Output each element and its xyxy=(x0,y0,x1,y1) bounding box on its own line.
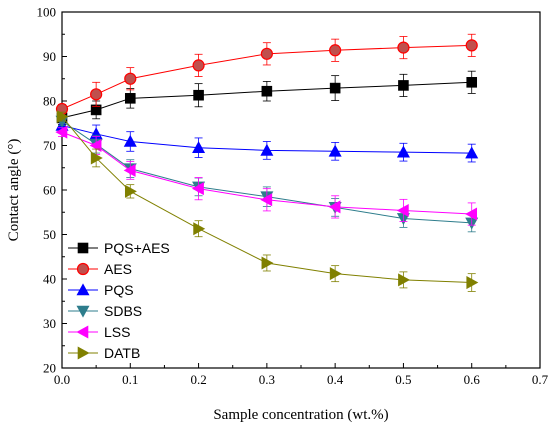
series-aes xyxy=(55,33,478,116)
legend-marker xyxy=(76,262,90,276)
x-tick-label: 0.1 xyxy=(122,372,138,387)
data-point xyxy=(465,39,478,52)
data-point xyxy=(329,44,342,57)
x-axis-title: Sample concentration (wt.%) xyxy=(213,407,388,423)
legend-label: PQS+AES xyxy=(104,240,170,256)
axes: 0.0 0.1 0.2 0.3 0.4 0.5 0.6 0.7 20 30 40 50 60 70 80 90… xyxy=(37,5,549,388)
data-point xyxy=(260,143,274,156)
y-tick-label: 20 xyxy=(43,361,56,376)
x-tick-label: 0.7 xyxy=(532,372,549,387)
data-point xyxy=(192,59,205,72)
data-point xyxy=(191,182,204,196)
series-group xyxy=(55,33,479,292)
data-point xyxy=(89,138,102,153)
data-point xyxy=(90,151,103,165)
data-point xyxy=(329,82,341,94)
data-point xyxy=(124,184,137,198)
y-tick-label: 60 xyxy=(43,183,56,198)
series-line xyxy=(61,81,472,119)
data-point xyxy=(396,145,410,158)
y-tick-label: 30 xyxy=(43,316,56,331)
data-point xyxy=(398,80,409,91)
y-tick-label: 50 xyxy=(43,227,56,242)
data-point xyxy=(465,207,478,221)
data-point xyxy=(124,72,137,85)
data-point xyxy=(328,144,342,157)
data-point xyxy=(90,88,103,101)
data-point xyxy=(397,41,410,54)
x-tick-label: 0.6 xyxy=(464,372,481,387)
legend-marker xyxy=(76,305,90,318)
x-tick-label: 0.0 xyxy=(54,372,70,387)
series-sdbs xyxy=(55,115,479,233)
legend-item: PQS xyxy=(68,282,134,298)
data-point xyxy=(261,85,273,97)
x-tick-label: 0.3 xyxy=(259,372,275,387)
y-axis-title: Contact angle (°) xyxy=(6,139,22,242)
y-tick-label: 70 xyxy=(43,138,56,153)
data-point xyxy=(396,203,409,217)
x-tick-label: 0.4 xyxy=(327,372,344,387)
x-tick-label: 0.5 xyxy=(395,372,411,387)
data-point xyxy=(124,93,136,104)
legend-label: DATB xyxy=(104,345,140,361)
series-line xyxy=(61,124,472,154)
data-point xyxy=(193,89,204,101)
data-point xyxy=(123,134,137,147)
data-point xyxy=(56,110,69,124)
data-point xyxy=(193,222,206,236)
data-point xyxy=(123,163,136,177)
series-line xyxy=(61,116,472,284)
series-lss xyxy=(55,125,478,226)
legend-label: AES xyxy=(104,261,132,277)
legend: PQS+AES AES PQS SDBS LSS DATB xyxy=(68,240,170,361)
series-pqs xyxy=(55,118,479,163)
y-tick-label: 90 xyxy=(43,49,56,64)
data-point xyxy=(466,276,479,290)
y-tick-label: 40 xyxy=(43,272,56,287)
legend-marker xyxy=(77,346,90,360)
legend-item: SDBS xyxy=(68,303,142,319)
y-tick-label: 80 xyxy=(43,94,56,109)
series-line xyxy=(61,44,472,110)
legend-item: AES xyxy=(68,261,132,277)
legend-marker xyxy=(76,325,89,339)
series-line xyxy=(61,131,472,215)
data-point xyxy=(260,193,273,207)
legend-item: LSS xyxy=(68,324,130,340)
data-point xyxy=(329,267,342,281)
data-point xyxy=(260,47,273,60)
data-point xyxy=(398,273,411,287)
legend-item: DATB xyxy=(68,345,140,361)
data-point xyxy=(55,125,68,139)
legend-label: LSS xyxy=(104,324,130,340)
data-point xyxy=(261,256,274,270)
data-point xyxy=(192,141,206,154)
y-tick-label: 100 xyxy=(37,5,57,20)
series-pqs-aes xyxy=(56,70,478,125)
series-datb xyxy=(56,110,479,292)
legend-label: PQS xyxy=(104,282,134,298)
x-tick-label: 0.2 xyxy=(190,372,206,387)
data-point xyxy=(328,200,341,214)
data-point xyxy=(466,77,478,88)
legend-marker xyxy=(77,242,89,254)
legend-label: SDBS xyxy=(104,303,142,319)
data-point xyxy=(465,146,479,159)
series-line xyxy=(61,120,472,224)
legend-marker xyxy=(76,283,90,296)
legend-item: PQS+AES xyxy=(68,240,170,256)
